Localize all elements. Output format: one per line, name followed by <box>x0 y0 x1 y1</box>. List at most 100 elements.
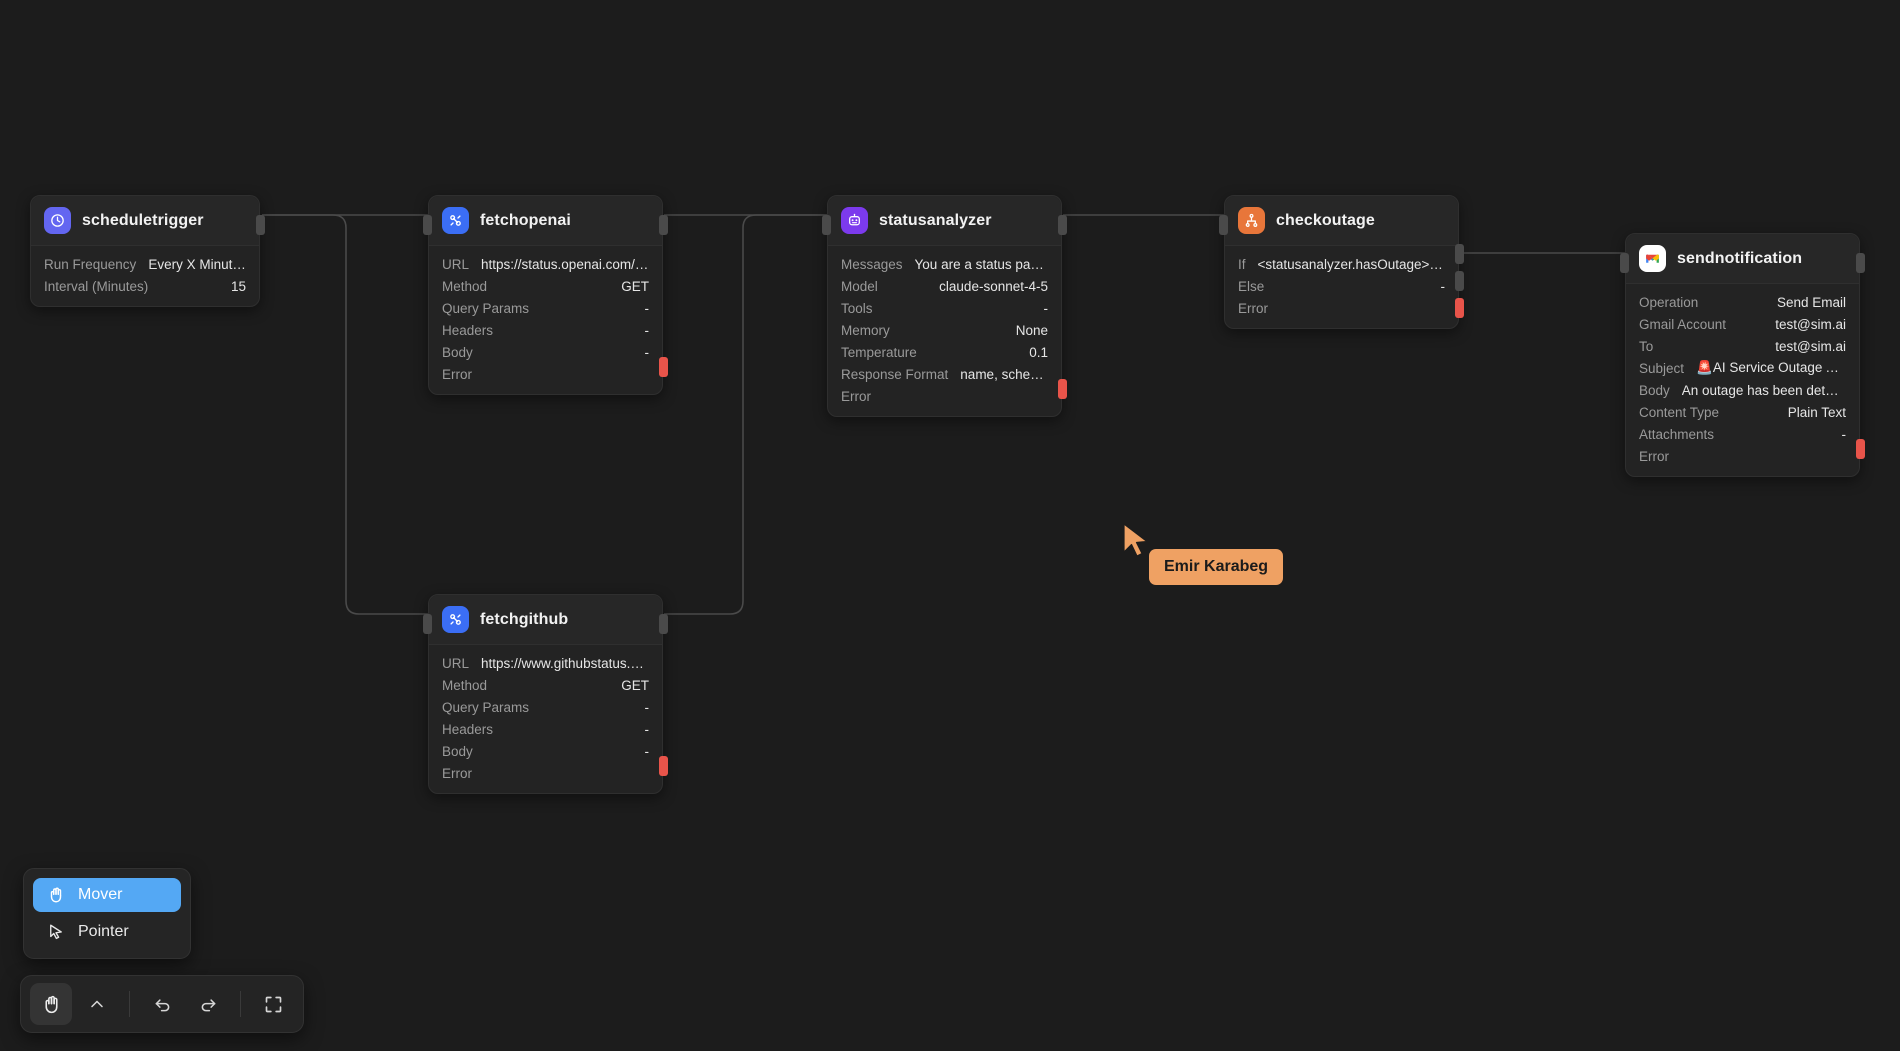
edge-fetchgithub-statusanalyzer <box>664 214 827 615</box>
output-handle[interactable] <box>256 215 265 235</box>
node-row[interactable]: Gmail Account test@sim.ai <box>1626 313 1859 335</box>
node-row-key: Operation <box>1639 294 1699 310</box>
collapse-button[interactable] <box>76 983 118 1025</box>
fit-view-button[interactable] <box>252 983 294 1025</box>
node-header[interactable]: fetchgithub <box>429 595 662 645</box>
node-row[interactable]: Body - <box>429 341 662 363</box>
node-row[interactable]: Error <box>1225 297 1458 319</box>
input-handle[interactable] <box>1219 215 1228 235</box>
input-handle[interactable] <box>1620 253 1629 273</box>
node-row[interactable]: Operation Send Email <box>1626 291 1859 313</box>
node-scheduletrigger[interactable]: scheduletrigger Run Frequency Every X Minu… <box>30 195 265 307</box>
if-output-handle[interactable] <box>1455 244 1464 264</box>
node-header[interactable]: fetchopenai <box>429 196 662 246</box>
node-row[interactable]: Messages You are a status page an… <box>828 253 1061 275</box>
node-row-value: 0.1 <box>1029 344 1048 360</box>
clock-icon <box>44 207 71 234</box>
node-row[interactable]: Else - <box>1225 275 1458 297</box>
node-row-value: <statusanalyzer.hasOutage> ===… <box>1257 256 1445 272</box>
output-handle[interactable] <box>659 215 668 235</box>
node-row-value: - <box>1440 278 1446 294</box>
input-handle[interactable] <box>423 614 432 634</box>
node-fetchgithub[interactable]: fetchgithub URL https://www.githubstatus.c… <box>423 594 668 794</box>
node-header[interactable]: statusanalyzer <box>828 196 1061 246</box>
node-row[interactable]: Attachments - <box>1626 423 1859 445</box>
node-statusanalyzer[interactable]: statusanalyzer Messages You are a status p… <box>822 195 1067 417</box>
node-sendnotification[interactable]: sendnotification Operation Send Email Gmail… <box>1620 233 1865 477</box>
node-header[interactable]: sendnotification <box>1626 234 1859 284</box>
node-row-key: Messages <box>841 256 903 272</box>
node-row[interactable]: If <statusanalyzer.hasOutage> ===… <box>1225 253 1458 275</box>
node-title: sendnotification <box>1677 249 1803 267</box>
node-row[interactable]: Error <box>429 363 662 385</box>
canvas-toolbar[interactable] <box>20 975 304 1033</box>
node-row[interactable]: Model claude-sonnet-4-5 <box>828 275 1061 297</box>
undo-button[interactable] <box>141 983 183 1025</box>
node-row-key: Method <box>442 677 488 693</box>
input-handle[interactable] <box>423 215 432 235</box>
node-header[interactable]: checkoutage <box>1225 196 1458 246</box>
error-output-handle[interactable] <box>1455 298 1464 318</box>
node-row-key: Body <box>442 743 473 759</box>
node-row[interactable]: Query Params - <box>429 297 662 319</box>
node-row-key: Headers <box>442 721 494 737</box>
node-row[interactable]: Response Format name, schema +1 <box>828 363 1061 385</box>
else-output-handle[interactable] <box>1455 271 1464 291</box>
pan-tool-button[interactable] <box>30 983 72 1025</box>
node-row-key: Query Params <box>442 699 530 715</box>
node-row[interactable]: Memory None <box>828 319 1061 341</box>
node-row-value: test@sim.ai <box>1775 316 1846 332</box>
node-row-key: Model <box>841 278 878 294</box>
node-row[interactable]: Query Params - <box>429 696 662 718</box>
error-output-handle[interactable] <box>1856 439 1865 459</box>
node-row[interactable]: Content Type Plain Text <box>1626 401 1859 423</box>
node-row-value: - <box>644 322 650 338</box>
mode-item-mover[interactable]: Mover <box>33 878 181 912</box>
node-fetchopenai[interactable]: fetchopenai URL https://status.openai.com/… <box>423 195 668 395</box>
node-row-key: Error <box>1639 448 1669 464</box>
node-row[interactable]: To test@sim.ai <box>1626 335 1859 357</box>
node-row[interactable]: Interval (Minutes) 15 <box>31 275 259 297</box>
node-row-key: Content Type <box>1639 404 1720 420</box>
output-handle[interactable] <box>659 614 668 634</box>
node-row[interactable]: URL https://www.githubstatus.co… <box>429 652 662 674</box>
node-row-key: Temperature <box>841 344 917 360</box>
node-title: fetchgithub <box>480 610 569 628</box>
node-row-key: Gmail Account <box>1639 316 1727 332</box>
node-row[interactable]: Error <box>828 385 1061 407</box>
node-title: scheduletrigger <box>82 211 204 229</box>
output-handle[interactable] <box>1058 215 1067 235</box>
node-row[interactable]: Headers - <box>429 319 662 341</box>
node-row[interactable]: Tools - <box>828 297 1061 319</box>
canvas-mode-menu[interactable]: Mover Pointer <box>23 868 191 959</box>
input-handle[interactable] <box>822 215 831 235</box>
node-row[interactable]: Run Frequency Every X Minutes <box>31 253 259 275</box>
node-row[interactable]: Method GET <box>429 275 662 297</box>
node-row-key: Error <box>1238 300 1268 316</box>
node-body: If <statusanalyzer.hasOutage> ===… Else - Er… <box>1225 246 1458 328</box>
node-row[interactable]: Method GET <box>429 674 662 696</box>
redo-button[interactable] <box>187 983 229 1025</box>
node-row-value: test@sim.ai <box>1775 338 1846 354</box>
node-row[interactable]: URL https://status.openai.com/api… <box>429 253 662 275</box>
node-row[interactable]: Temperature 0.1 <box>828 341 1061 363</box>
error-output-handle[interactable] <box>1058 379 1067 399</box>
node-row[interactable]: Subject 🚨AI Service Outage Alert … <box>1626 357 1859 379</box>
mode-item-pointer[interactable]: Pointer <box>33 915 181 949</box>
node-row[interactable]: Headers - <box>429 718 662 740</box>
node-row-value: - <box>1043 300 1049 316</box>
node-row-key: Error <box>442 765 472 781</box>
node-row[interactable]: Body An outage has been detecte… <box>1626 379 1859 401</box>
output-handle[interactable] <box>1856 253 1865 273</box>
node-checkoutage[interactable]: checkoutage If <statusanalyzer.hasOutage> … <box>1219 195 1464 329</box>
error-output-handle[interactable] <box>659 357 668 377</box>
node-header[interactable]: scheduletrigger <box>31 196 259 246</box>
node-row-key: Method <box>442 278 488 294</box>
node-row[interactable]: Error <box>1626 445 1859 467</box>
node-row[interactable]: Error <box>429 762 662 784</box>
error-output-handle[interactable] <box>659 756 668 776</box>
node-title: fetchopenai <box>480 211 571 229</box>
hand-icon <box>50 887 62 903</box>
node-row[interactable]: Body - <box>429 740 662 762</box>
